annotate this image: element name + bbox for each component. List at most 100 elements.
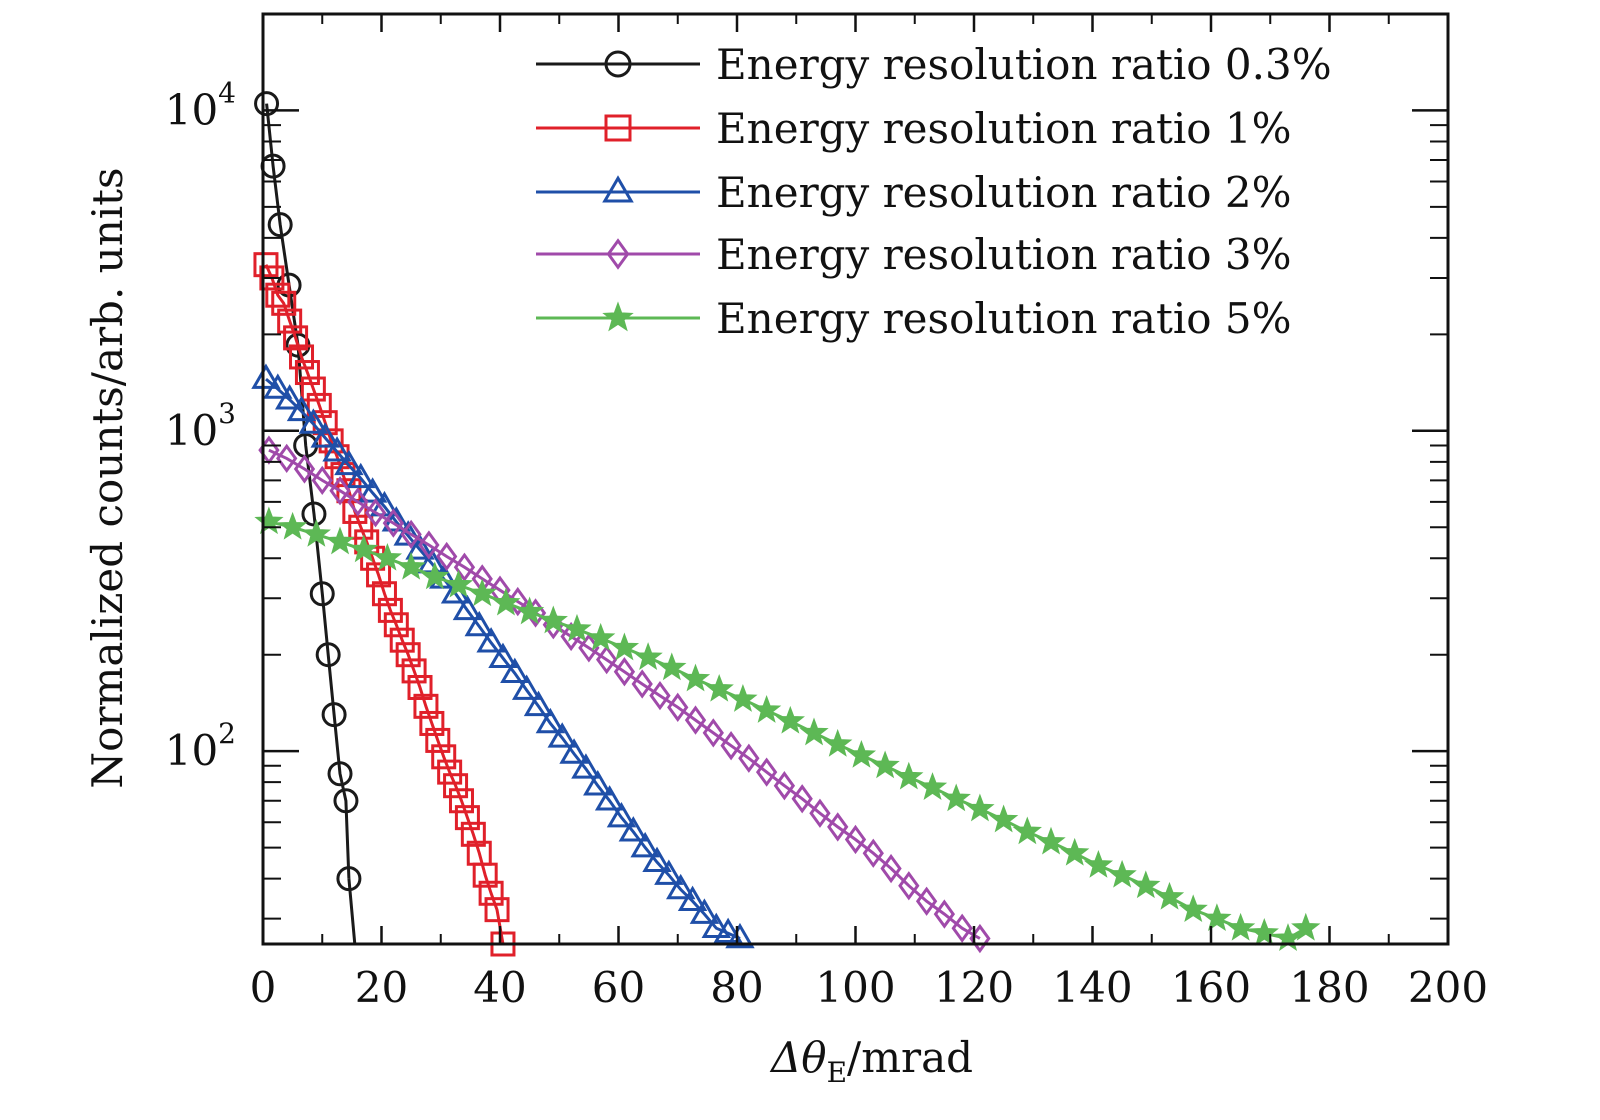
data-point	[823, 728, 853, 757]
data-point	[301, 501, 327, 527]
data-point	[667, 692, 689, 722]
data-point	[289, 344, 315, 370]
data-point	[606, 238, 630, 270]
data-point	[562, 613, 592, 642]
data-point	[898, 871, 920, 901]
data-point	[689, 898, 720, 924]
data-point	[448, 788, 474, 814]
data-point	[602, 175, 634, 203]
data-point	[633, 642, 663, 670]
x-tick-label: 120	[934, 963, 1014, 1012]
data-point	[844, 824, 867, 855]
data-point	[775, 705, 805, 734]
data-point	[862, 838, 884, 868]
data-point	[436, 541, 458, 572]
legend-label: Energy resolution ratio 5%	[716, 294, 1292, 343]
data-point	[371, 581, 397, 607]
y-axis-title: Normalized counts/arb. units	[83, 167, 132, 788]
data-point	[500, 657, 530, 684]
data-point	[278, 511, 308, 540]
data-point	[535, 707, 566, 734]
data-point	[538, 605, 568, 634]
data-point	[298, 408, 329, 434]
data-point	[253, 252, 279, 278]
data-point	[286, 395, 317, 422]
data-point	[283, 325, 309, 351]
data-point	[684, 705, 707, 735]
x-tick-label: 100	[815, 963, 895, 1012]
x-tick-label: 200	[1408, 963, 1488, 1012]
data-point	[300, 376, 326, 402]
data-point	[464, 610, 494, 637]
data-point	[334, 449, 364, 476]
data-point	[755, 757, 778, 787]
data-point	[515, 596, 545, 625]
data-point	[880, 853, 902, 884]
data-point	[329, 476, 351, 506]
x-axis-title: ΔθE/mrad	[769, 1033, 973, 1089]
data-point	[791, 784, 813, 814]
data-point	[478, 880, 504, 906]
plot-frame	[261, 12, 1450, 946]
x-tick-label: 180	[1289, 963, 1369, 1012]
data-point	[604, 50, 632, 78]
x-tick-label: 160	[1171, 963, 1251, 1012]
legend-entry: Energy resolution ratio 0.3%	[536, 40, 1332, 89]
data-point	[594, 785, 625, 811]
data-point	[799, 717, 829, 746]
data-point	[336, 866, 362, 892]
data-point	[276, 443, 298, 474]
data-point	[586, 622, 616, 651]
legend-label: Energy resolution ratio 1%	[716, 104, 1292, 153]
data-point	[547, 722, 577, 748]
data-point	[452, 594, 483, 621]
data-point	[333, 788, 359, 814]
data-point	[752, 695, 782, 723]
data-point	[725, 922, 755, 949]
data-point	[309, 581, 335, 607]
data-point	[870, 750, 900, 779]
data-point	[630, 831, 660, 858]
data-point	[738, 743, 760, 773]
data-point	[507, 586, 529, 617]
data-point	[425, 727, 451, 753]
data-point	[846, 740, 877, 768]
data-point	[349, 534, 379, 563]
data-point	[420, 561, 450, 590]
data-point	[571, 753, 601, 779]
data-point	[327, 761, 353, 787]
data-point	[443, 773, 469, 799]
data-point	[395, 642, 421, 668]
data-point	[347, 487, 369, 517]
y-tick-label: 102	[165, 717, 236, 775]
data-point	[701, 912, 731, 938]
data-point	[773, 771, 796, 801]
x-tick-label: 80	[710, 963, 763, 1012]
data-point	[1060, 837, 1090, 866]
series-line	[265, 103, 351, 879]
data-point	[1226, 912, 1256, 941]
data-point	[277, 308, 303, 334]
series	[254, 506, 1448, 951]
data-point	[301, 519, 331, 547]
data-point	[401, 658, 427, 684]
data-point	[311, 465, 333, 496]
data-point	[377, 597, 403, 623]
data-point	[941, 783, 971, 812]
data-point	[306, 392, 332, 418]
data-point	[491, 587, 521, 616]
data-point	[364, 498, 387, 528]
data-point	[809, 798, 831, 828]
data-point	[259, 265, 285, 291]
data-point	[631, 669, 653, 699]
data-point	[642, 846, 672, 872]
data-point	[680, 663, 711, 692]
data-point	[606, 801, 637, 828]
data-point	[713, 917, 743, 944]
data-point	[382, 508, 405, 538]
data-point	[267, 212, 293, 238]
data-point	[396, 551, 426, 580]
data-point	[511, 674, 542, 700]
x-tick-label: 40	[473, 963, 526, 1012]
data-point	[310, 422, 340, 448]
